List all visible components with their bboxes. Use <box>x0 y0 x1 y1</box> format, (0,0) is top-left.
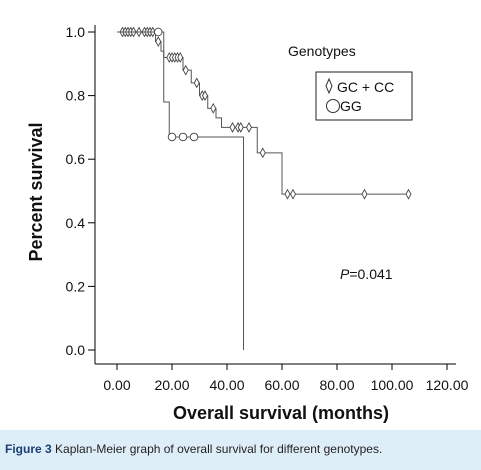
censor-marker-diamond <box>259 147 266 159</box>
y-tick-label: 0.6 <box>66 151 86 167</box>
x-tick-label: 40.00 <box>209 377 244 393</box>
legend-circle-icon <box>326 99 340 113</box>
censor-marker-diamond <box>182 64 189 76</box>
censor-marker-diamond <box>237 121 244 133</box>
x-tick-label: 60.00 <box>264 377 299 393</box>
legend-diamond-icon <box>325 77 333 95</box>
censor-marker-diamond <box>361 188 368 200</box>
censor-marker-diamond <box>177 52 184 63</box>
censor-marker-circle <box>178 132 188 142</box>
x-tick-label: 120.00 <box>426 377 469 393</box>
x-tick-label: 0.00 <box>103 377 130 393</box>
axes: 0.0 0.2 0.4 0.6 0.8 1.0 0.00 20.00 40.00 60.00 80.… <box>66 24 469 393</box>
censor-marker-diamond <box>193 77 200 89</box>
survival-step-line <box>117 31 409 195</box>
legend-entry-gg: GG <box>340 98 362 114</box>
series-gg <box>117 27 244 350</box>
censor-marker-diamond <box>289 188 297 200</box>
censor-marker-circle <box>167 132 177 142</box>
p-value: =0.041 <box>349 266 392 282</box>
censor-marker-diamond <box>155 36 162 47</box>
censor-marker-circle <box>189 132 199 142</box>
y-axis-title: Percent survival <box>26 122 46 261</box>
censor-marker-diamond <box>229 121 236 133</box>
legend: Genotypes GC + CC GG <box>288 43 413 121</box>
y-tick-label: 0.8 <box>66 88 86 104</box>
censor-marker-diamond <box>210 102 217 114</box>
y-tick-label: 1.0 <box>66 24 86 40</box>
y-tick-label: 0.4 <box>66 215 86 231</box>
x-axis-title: Overall survival (months) <box>173 403 389 423</box>
legend-entry-gccc: GC + CC <box>337 79 394 95</box>
figure-caption: Figure 3 Kaplan-Meier graph of overall s… <box>5 442 382 456</box>
p-value-annotation: P=0.041 <box>340 266 393 282</box>
y-tick-label: 0.0 <box>66 342 86 358</box>
x-tick-label: 20.00 <box>154 377 189 393</box>
km-chart: 0.0 0.2 0.4 0.6 0.8 1.0 0.00 20.00 40.00 60.00 80.… <box>26 24 469 423</box>
caption-bar <box>0 430 481 470</box>
p-label: P <box>340 266 350 282</box>
survival-step-line <box>117 31 244 350</box>
legend-title: Genotypes <box>288 43 356 59</box>
series-layer <box>117 26 412 350</box>
y-tick-label: 0.2 <box>66 278 86 294</box>
censor-marker-diamond <box>245 121 253 133</box>
x-tick-label: 80.00 <box>319 377 354 393</box>
censor-marker-diamond <box>284 188 291 200</box>
x-tick-label: 100.00 <box>371 377 414 393</box>
censor-marker-circle <box>153 27 163 37</box>
p-value-text: P=0.041 <box>340 266 393 282</box>
caption-label: Figure 3 <box>5 442 52 456</box>
censor-marker-diamond <box>405 188 412 200</box>
caption-text: Kaplan-Meier graph of overall survival f… <box>51 442 383 456</box>
censor-marker-diamond <box>201 90 209 102</box>
